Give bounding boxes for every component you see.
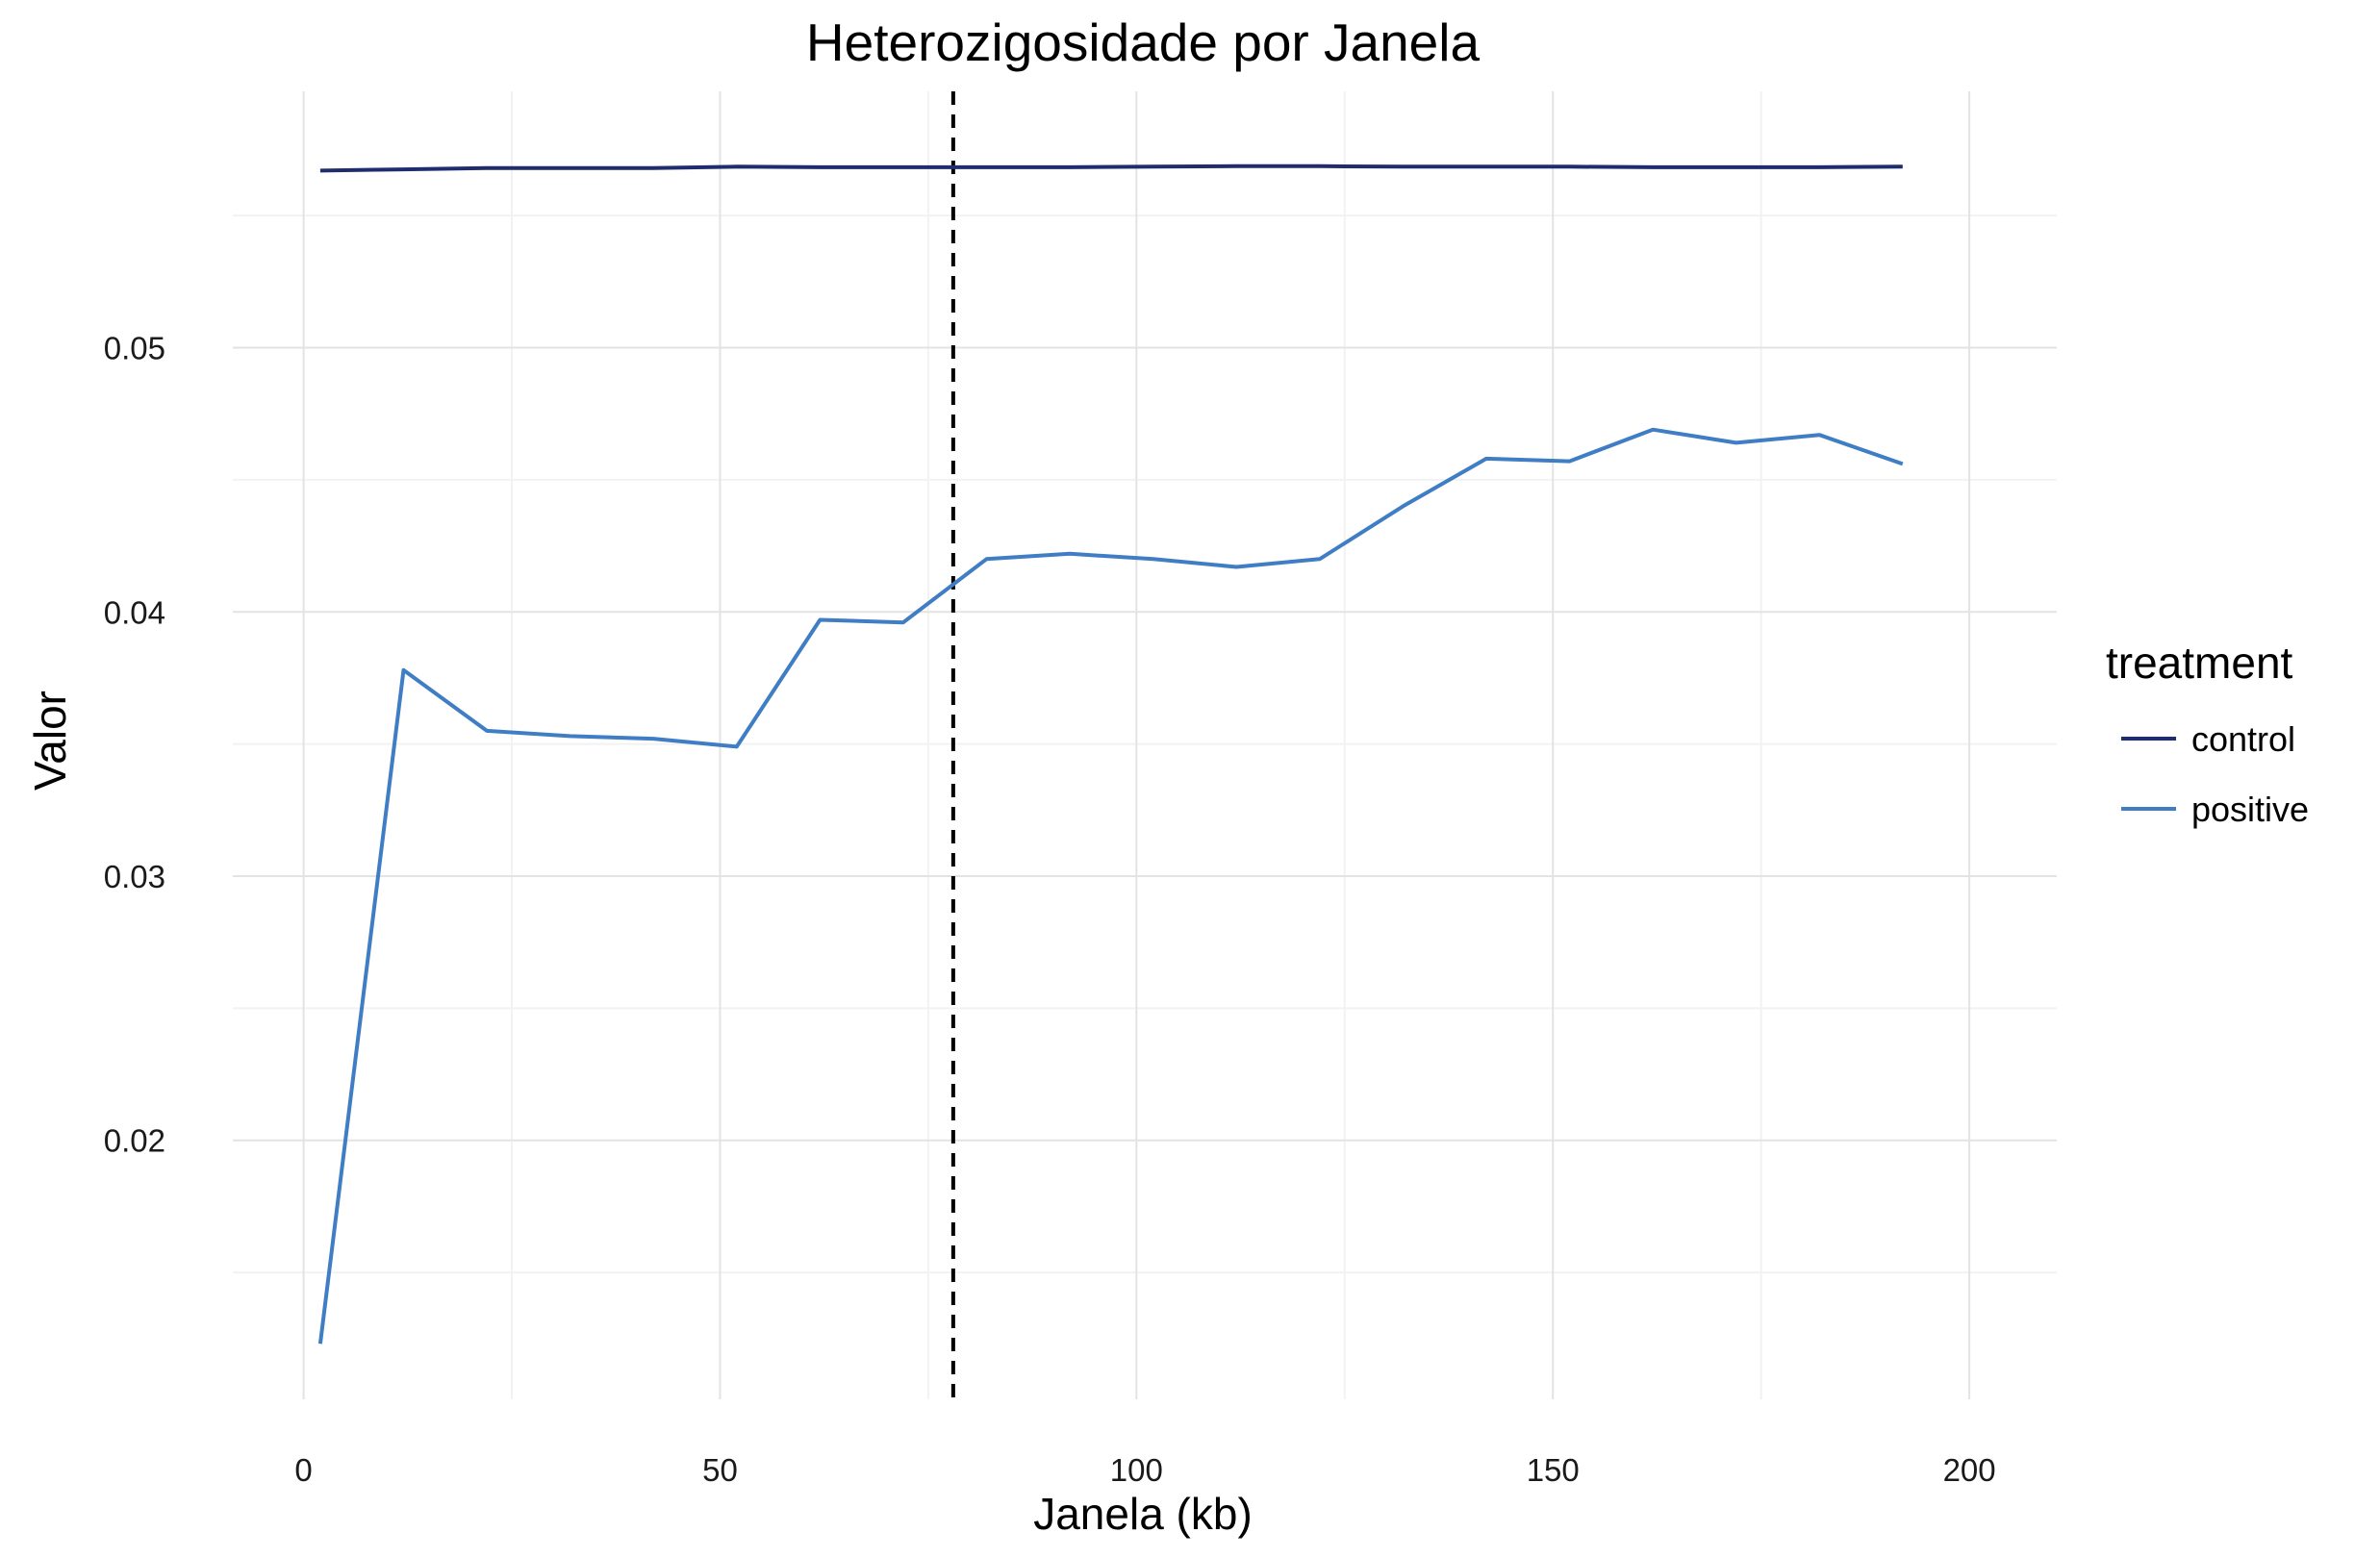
legend-items: control positive xyxy=(2121,719,2309,829)
x-tick-label: 200 xyxy=(1943,1452,1996,1488)
series-layer xyxy=(317,163,1904,1344)
legend-label-positive: positive xyxy=(2191,790,2309,829)
y-tick-label: 0.03 xyxy=(104,859,165,894)
series-line-positive xyxy=(317,427,1904,1344)
minor-gridlines xyxy=(233,91,2057,1399)
x-axis-tick-labels: 0 50 100 150 200 xyxy=(294,1452,1995,1488)
y-tick-label: 0.04 xyxy=(104,594,165,630)
series-line-control xyxy=(319,163,1903,173)
y-tick-label: 0.02 xyxy=(104,1123,165,1159)
y-axis-tick-labels: 0.02 0.03 0.04 0.05 xyxy=(104,331,165,1159)
legend: treatment control positive xyxy=(2106,638,2309,829)
y-axis-title: Valor xyxy=(25,691,75,791)
chart-title: Heterozigosidade por Janela xyxy=(806,13,1481,72)
x-tick-label: 0 xyxy=(294,1452,312,1488)
legend-label-control: control xyxy=(2191,719,2295,759)
major-gridlines xyxy=(233,91,2057,1399)
y-tick-label: 0.05 xyxy=(104,331,165,366)
x-tick-label: 100 xyxy=(1110,1452,1163,1488)
x-axis-title: Janela (kb) xyxy=(1033,1489,1253,1539)
x-tick-label: 50 xyxy=(702,1452,738,1488)
legend-title: treatment xyxy=(2106,638,2293,688)
x-tick-label: 150 xyxy=(1527,1452,1580,1488)
